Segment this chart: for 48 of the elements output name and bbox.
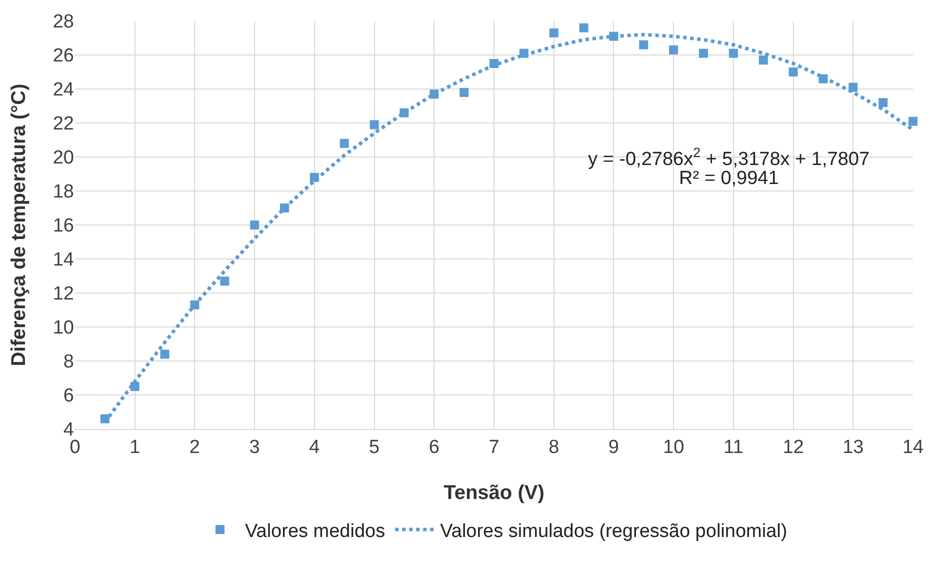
point	[460, 88, 469, 97]
x-tick-label: 6	[428, 436, 440, 458]
point	[340, 138, 349, 148]
x-tick-label: 4	[309, 436, 320, 458]
x-tick-label: 9	[608, 436, 619, 458]
y-tick-label: 20	[52, 148, 74, 169]
point	[160, 350, 170, 359]
y-tick-label: 28	[52, 12, 74, 33]
y-tick-label: 24	[52, 80, 74, 101]
x-tick-label: 8	[548, 436, 560, 458]
x-tick-label: 10	[663, 436, 684, 458]
x-tick-label: 1	[130, 436, 140, 458]
x-tick-label: 14	[902, 436, 924, 458]
y-tick-label: 26	[52, 46, 74, 67]
point	[699, 48, 708, 58]
x-tick-label: 11	[724, 436, 744, 458]
x-tick-label: 7	[488, 436, 500, 458]
y-tick-label: 18	[52, 182, 74, 203]
point	[758, 56, 768, 65]
x-axis-title: Tensão (V)	[444, 482, 544, 504]
point	[579, 23, 588, 32]
point	[220, 276, 230, 286]
point	[250, 220, 260, 230]
point	[370, 120, 379, 130]
y-tick-label: 12	[52, 284, 74, 305]
annotation: R² = 0,9941	[679, 168, 779, 189]
y-tick-label: 16	[52, 216, 74, 237]
legend-label: Valores medidos	[245, 520, 386, 542]
legend-label: Valores simulados (regressão polinomial)	[440, 520, 788, 542]
annotation: y = -0,2786x$^{2}$ + 5,3178x + 1,7807	[588, 145, 870, 170]
point	[549, 28, 558, 38]
point	[908, 116, 918, 126]
y-tick-label: 10	[52, 318, 74, 339]
x-tick-label: 13	[842, 436, 864, 458]
point	[669, 45, 678, 54]
x-tick-label: 5	[369, 436, 380, 458]
x-tick-label: 12	[782, 436, 804, 458]
y-tick-label: 22	[52, 114, 74, 135]
y-axis-title: Diferença de temperatura (°C)	[8, 84, 30, 366]
point	[788, 68, 798, 76]
point	[728, 48, 738, 58]
x-tick-label: 2	[189, 436, 200, 458]
y-tick-label: 14	[52, 250, 74, 271]
point	[639, 40, 648, 50]
y-tick-label: 8	[63, 352, 74, 373]
x-tick-label: 3	[249, 436, 260, 458]
y-tick-label: 6	[63, 386, 74, 407]
point	[878, 98, 888, 108]
